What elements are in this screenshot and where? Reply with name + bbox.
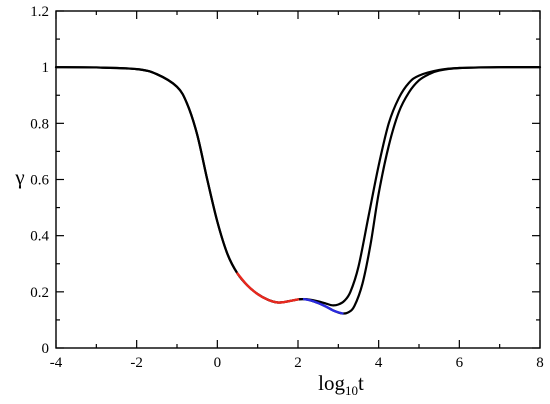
x-tick-label: 0 <box>214 355 222 371</box>
highlight-segment-blue <box>302 297 344 315</box>
axes: -4 -2 0 2 4 6 8 0 0.2 0.4 0.6 0.8 1 1.2 <box>30 4 544 371</box>
y-tick-label: 0 <box>42 341 50 357</box>
highlight-segment-red <box>236 272 300 304</box>
y-tick-label: 0.8 <box>30 116 49 132</box>
y-tick-label: 0.6 <box>30 173 49 189</box>
x-tick-label: -4 <box>50 355 63 371</box>
x-axis-label-subscript: 10 <box>345 383 358 398</box>
y-tick-label: 0.2 <box>30 285 49 301</box>
x-tick-label: 6 <box>456 355 464 371</box>
y-tick-label: 0.4 <box>30 229 49 245</box>
x-axis-label: log10t <box>318 371 364 398</box>
x-tick-label: 8 <box>536 355 544 371</box>
y-tick-label: 1.2 <box>30 4 49 20</box>
plot-area <box>54 66 542 315</box>
x-axis-label-base: log <box>318 371 345 395</box>
x-tick-label: 2 <box>294 355 302 371</box>
x-tick-label: -2 <box>130 355 143 371</box>
y-tick-label: 1 <box>42 60 50 76</box>
x-tick-label: 4 <box>375 355 383 371</box>
x-axis-label-variable: t <box>358 371 364 395</box>
y-axis-label: γ <box>14 165 24 189</box>
